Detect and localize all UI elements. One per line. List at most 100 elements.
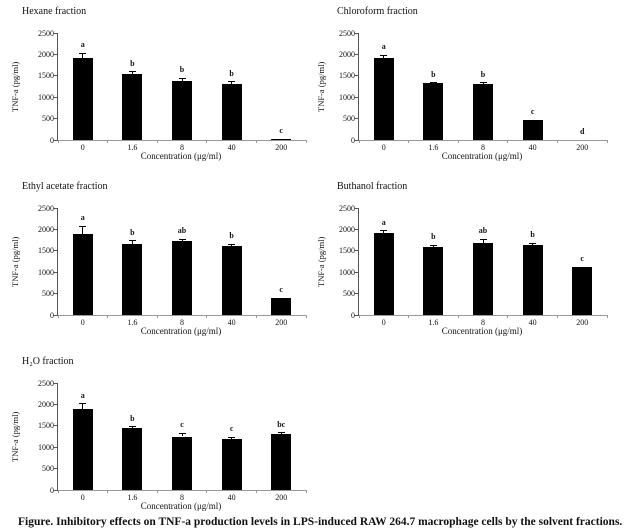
significance-letter: a: [371, 218, 397, 227]
y-axis-tick: [54, 97, 58, 98]
significance-letter: ab: [470, 226, 496, 235]
y-axis-tick: [54, 54, 58, 55]
significance-letter: b: [119, 414, 145, 423]
significance-letter: d: [569, 127, 595, 136]
chart-title: Hexane fraction: [22, 6, 86, 18]
y-axis-tick: [54, 118, 58, 119]
y-tick-label: 1500: [315, 71, 355, 80]
significance-letter: c: [520, 107, 546, 116]
x-axis-tick: [157, 490, 158, 493]
y-tick-label: 2500: [14, 204, 54, 213]
x-axis-tick: [507, 140, 508, 143]
significance-letter: a: [70, 40, 96, 49]
y-axis-tick: [54, 383, 58, 384]
x-axis-tick: [408, 315, 409, 318]
y-tick-label: 2500: [315, 204, 355, 213]
significance-letter: b: [520, 230, 546, 239]
y-axis-tick: [355, 118, 359, 119]
error-bar-cap: [480, 239, 487, 240]
x-axis-tick: [557, 315, 558, 318]
error-bar: [483, 239, 484, 242]
bar: [122, 244, 142, 315]
chart-title: H₂O fraction: [22, 356, 74, 368]
significance-letter: a: [371, 42, 397, 51]
error-bar-cap: [129, 426, 136, 427]
bar: [172, 437, 192, 491]
x-axis-tick: [306, 490, 307, 493]
significance-letter: a: [70, 213, 96, 222]
y-tick-label: 500: [315, 114, 355, 123]
y-tick-label: 500: [14, 464, 54, 473]
bar: [122, 428, 142, 490]
bar: [172, 241, 192, 315]
bar: [523, 245, 543, 315]
x-axis-label: Concentration (μg/ml): [358, 151, 606, 162]
error-bar-cap: [278, 432, 285, 433]
y-tick-label: 1500: [14, 421, 54, 430]
error-bar-cap: [129, 71, 136, 72]
y-axis-tick: [355, 54, 359, 55]
error-bar-cap: [179, 239, 186, 240]
y-tick-label: 1000: [14, 268, 54, 277]
y-tick-label: 1500: [14, 71, 54, 80]
y-axis-tick: [54, 447, 58, 448]
x-axis-tick: [458, 315, 459, 318]
x-axis-label: Concentration (μg/ml): [358, 326, 606, 337]
error-bar-cap: [179, 433, 186, 434]
x-axis-tick: [206, 490, 207, 493]
y-tick-label: 1000: [315, 268, 355, 277]
bar: [473, 84, 493, 140]
error-bar: [82, 404, 83, 409]
error-bar-cap: [79, 53, 86, 54]
y-axis-tick: [355, 250, 359, 251]
error-bar-cap: [228, 81, 235, 82]
x-axis-tick: [607, 315, 608, 318]
chart-title: Ethyl acetate fraction: [22, 181, 108, 193]
significance-letter: c: [268, 285, 294, 294]
y-axis-tick: [355, 208, 359, 209]
bar: [222, 439, 242, 490]
y-axis-tick: [355, 75, 359, 76]
x-axis-tick: [306, 140, 307, 143]
x-axis-tick: [58, 315, 59, 318]
error-bar-cap: [529, 243, 536, 244]
y-tick-label: 2500: [14, 379, 54, 388]
y-axis-tick: [54, 208, 58, 209]
y-tick-label: 1000: [315, 93, 355, 102]
x-axis-tick: [408, 140, 409, 143]
y-tick-label: 0: [14, 136, 54, 145]
x-axis-tick: [206, 140, 207, 143]
error-bar-cap: [380, 55, 387, 56]
error-bar-cap: [228, 437, 235, 438]
bar: [473, 243, 493, 315]
error-bar-cap: [79, 226, 86, 227]
figure-caption-clipped: Figure. Inhibitory effects on TNF-a prod…: [18, 516, 624, 528]
x-axis-tick: [607, 140, 608, 143]
significance-letter: b: [470, 70, 496, 79]
x-axis-label: Concentration (μg/ml): [57, 151, 305, 162]
y-axis-tick: [355, 229, 359, 230]
significance-letter: b: [169, 65, 195, 74]
y-axis-tick: [355, 33, 359, 34]
significance-letter: c: [268, 126, 294, 135]
y-axis-tick: [54, 229, 58, 230]
y-tick-label: 1500: [315, 246, 355, 255]
y-axis-tick: [54, 272, 58, 273]
error-bar-cap: [228, 244, 235, 245]
chart-title: Buthanol fraction: [337, 181, 407, 193]
x-axis-tick: [359, 140, 360, 143]
x-axis-tick: [107, 490, 108, 493]
x-axis-tick: [256, 140, 257, 143]
significance-letter: a: [70, 391, 96, 400]
chart-title: Chloroform fraction: [337, 6, 418, 18]
bar: [271, 298, 291, 315]
significance-letter: b: [119, 59, 145, 68]
